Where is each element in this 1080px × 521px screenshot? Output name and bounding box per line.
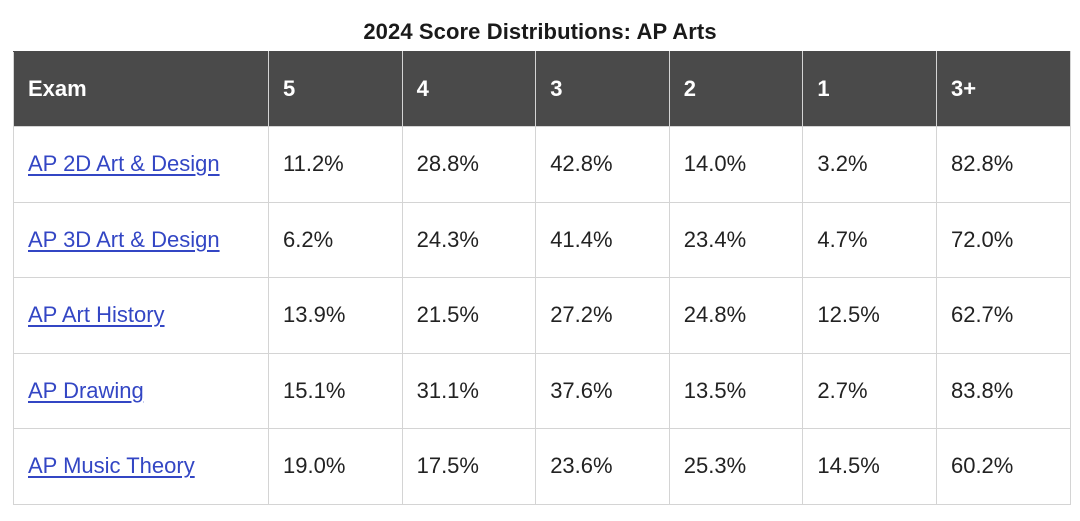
score-cell: 3.2% [802,126,937,203]
column-header-exam: Exam [13,51,269,127]
table-row: AP Music Theory 19.0% 17.5% 23.6% 25.3% … [13,428,1071,505]
score-cell: 14.5% [802,428,937,505]
column-header-score-1: 1 [802,51,937,127]
table-title: 2024 Score Distributions: AP Arts [363,19,717,44]
exam-link-music-theory[interactable]: AP Music Theory [28,453,195,479]
column-header-score-3: 3 [535,51,670,127]
score-cell: 21.5% [401,277,537,354]
score-cell: 13.9% [268,277,403,354]
score-cell: 27.2% [535,277,670,354]
exam-cell: AP Music Theory [13,428,269,505]
score-cell: 42.8% [535,126,670,203]
exam-cell: AP Art History [13,277,269,354]
exam-link-3d-art-design[interactable]: AP 3D Art & Design [28,226,220,252]
score-cell: 2.7% [802,352,937,429]
score-cell: 60.2% [935,428,1071,505]
score-cell: 83.8% [935,352,1071,429]
score-cell: 72.0% [935,201,1071,278]
column-header-score-4: 4 [401,51,537,127]
score-cell: 6.2% [268,201,403,278]
score-cell: 31.1% [401,352,537,429]
table-header-row: Exam 5 4 3 2 1 3+ [13,51,1071,127]
score-distribution-table: Exam 5 4 3 2 1 3+ AP 2D Art & Design 11.… [13,51,1071,505]
score-cell: 62.7% [935,277,1071,354]
column-header-score-5: 5 [268,51,403,127]
score-cell: 37.6% [535,352,670,429]
score-cell: 12.5% [802,277,937,354]
table-row: AP Art History 13.9% 21.5% 27.2% 24.8% 1… [13,277,1071,354]
score-cell: 19.0% [268,428,403,505]
table-row: AP 2D Art & Design 11.2% 28.8% 42.8% 14.… [13,126,1071,203]
column-header-3-plus: 3+ [935,51,1071,127]
table-row: AP 3D Art & Design 6.2% 24.3% 41.4% 23.4… [13,201,1071,278]
score-cell: 17.5% [401,428,537,505]
exam-link-art-history[interactable]: AP Art History [28,302,165,328]
score-cell: 24.8% [668,277,804,354]
exam-link-drawing[interactable]: AP Drawing [28,377,144,403]
score-cell: 23.4% [668,201,804,278]
score-cell: 24.3% [401,201,537,278]
score-cell: 82.8% [935,126,1071,203]
score-cell: 28.8% [401,126,537,203]
table-row: AP Drawing 15.1% 31.1% 37.6% 13.5% 2.7% … [13,352,1071,429]
score-cell: 15.1% [268,352,403,429]
score-cell: 4.7% [802,201,937,278]
exam-cell: AP Drawing [13,352,269,429]
column-header-score-2: 2 [668,51,804,127]
score-cell: 23.6% [535,428,670,505]
exam-cell: AP 3D Art & Design [13,201,269,278]
exam-link-2d-art-design[interactable]: AP 2D Art & Design [28,151,220,177]
score-cell: 11.2% [268,126,403,203]
score-cell: 25.3% [668,428,804,505]
exam-cell: AP 2D Art & Design [13,126,269,203]
score-cell: 41.4% [535,201,670,278]
score-cell: 13.5% [668,352,804,429]
score-cell: 14.0% [668,126,804,203]
